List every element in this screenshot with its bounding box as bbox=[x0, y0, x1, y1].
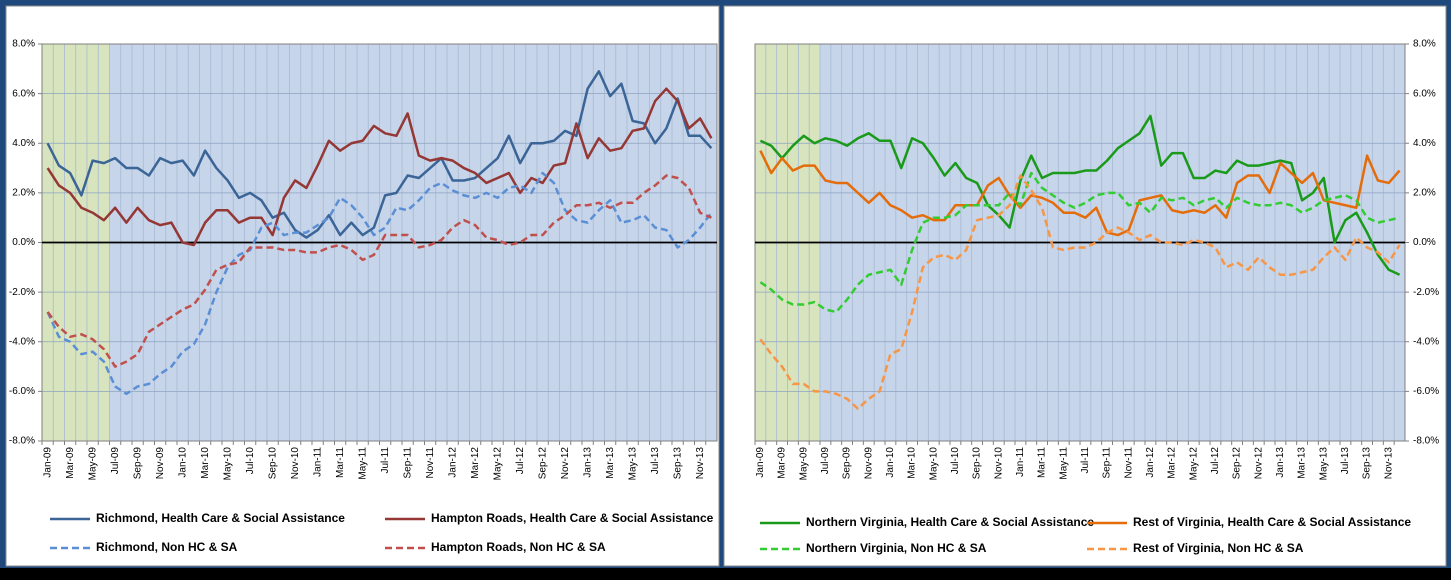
y-tick-label: -8.0% bbox=[9, 436, 35, 447]
x-tick-label: Sep-11 bbox=[402, 447, 413, 479]
x-tick-label: Sep-12 bbox=[537, 447, 548, 480]
x-tick-label: Nov-13 bbox=[695, 447, 706, 480]
x-tick-label: Mar-10 bbox=[200, 447, 211, 479]
x-tick-label: Nov-11 bbox=[425, 447, 436, 479]
x-tick-label: Nov-12 bbox=[560, 447, 571, 480]
x-tick-label: Nov-13 bbox=[1383, 447, 1394, 480]
legend-label: Richmond, Health Care & Social Assistanc… bbox=[96, 511, 345, 525]
x-tick-label: Mar-12 bbox=[1167, 447, 1178, 479]
x-tick-label: Jan-12 bbox=[447, 447, 458, 478]
y-tick-label: 2.0% bbox=[1413, 188, 1436, 199]
x-tick-label: Jul-10 bbox=[245, 447, 256, 475]
x-tick-label: Mar-09 bbox=[777, 447, 788, 479]
x-tick-label: May-11 bbox=[1058, 447, 1069, 480]
series-line bbox=[46, 70, 713, 239]
y-tick-label: 0.0% bbox=[1413, 237, 1436, 248]
x-tick-label: Mar-11 bbox=[1037, 447, 1048, 478]
x-tick-label: Sep-13 bbox=[1362, 447, 1373, 480]
x-tick-label: Jul-11 bbox=[1080, 447, 1091, 474]
y-tick-label: -6.0% bbox=[9, 386, 35, 397]
x-tick-label: May-10 bbox=[222, 447, 233, 481]
x-tick-label: Mar-10 bbox=[907, 447, 918, 479]
x-tick-label: Jan-10 bbox=[885, 447, 896, 478]
y-tick-label: 2.0% bbox=[12, 188, 35, 199]
series-line bbox=[759, 174, 1401, 410]
x-tick-label: Sep-09 bbox=[842, 447, 853, 480]
x-tick-label: Nov-09 bbox=[863, 447, 874, 480]
y-tick-label: -4.0% bbox=[9, 336, 35, 347]
y-tick-label: 4.0% bbox=[1413, 138, 1436, 149]
x-tick-label: Mar-13 bbox=[605, 447, 616, 479]
x-tick-label: Jul-12 bbox=[1210, 447, 1221, 475]
x-tick-label: Jan-11 bbox=[1015, 447, 1026, 477]
x-tick-label: Jul-13 bbox=[650, 447, 661, 475]
x-tick-label: Jan-13 bbox=[582, 447, 593, 478]
y-tick-label: 8.0% bbox=[12, 39, 35, 50]
series-line bbox=[46, 171, 713, 396]
series-line bbox=[759, 114, 1401, 276]
x-tick-label: May-13 bbox=[1318, 447, 1329, 481]
series-line bbox=[759, 150, 1401, 237]
legend-label: Richmond, Non HC & SA bbox=[96, 540, 238, 554]
x-tick-label: Nov-09 bbox=[155, 447, 166, 480]
bottom-bar bbox=[0, 568, 1451, 580]
x-tick-label: Jan-11 bbox=[312, 447, 323, 477]
y-tick-label: -2.0% bbox=[1413, 287, 1439, 298]
y-tick-label: -6.0% bbox=[1413, 386, 1439, 397]
x-tick-label: May-09 bbox=[87, 447, 98, 481]
legend-label: Rest of Virginia, Non HC & SA bbox=[1133, 541, 1304, 555]
x-tick-label: Jul-13 bbox=[1340, 447, 1351, 475]
y-tick-label: -8.0% bbox=[1413, 436, 1439, 447]
y-tick-label: -4.0% bbox=[1413, 336, 1439, 347]
x-tick-label: Mar-13 bbox=[1297, 447, 1308, 479]
legend-label: Hampton Roads, Health Care & Social Assi… bbox=[431, 511, 714, 525]
x-tick-label: Jul-09 bbox=[820, 447, 831, 475]
x-tick-label: Nov-12 bbox=[1253, 447, 1264, 480]
x-tick-label: Jan-09 bbox=[42, 447, 53, 478]
x-tick-label: Sep-12 bbox=[1232, 447, 1243, 480]
x-tick-label: Jan-13 bbox=[1275, 447, 1286, 478]
legend-label: Hampton Roads, Non HC & SA bbox=[431, 540, 606, 554]
x-tick-label: Mar-12 bbox=[470, 447, 481, 479]
x-tick-label: Jan-12 bbox=[1145, 447, 1156, 478]
x-tick-label: Jul-09 bbox=[110, 447, 121, 475]
x-tick-label: Mar-09 bbox=[65, 447, 76, 479]
series-line bbox=[759, 171, 1400, 314]
legend-label: Rest of Virginia, Health Care & Social A… bbox=[1133, 515, 1411, 529]
x-tick-label: Mar-11 bbox=[335, 447, 346, 478]
x-tick-label: May-12 bbox=[1188, 447, 1199, 481]
y-tick-label: 4.0% bbox=[12, 138, 35, 149]
x-tick-label: Nov-10 bbox=[290, 447, 301, 480]
y-tick-label: -2.0% bbox=[9, 287, 35, 298]
x-tick-label: Sep-09 bbox=[132, 447, 143, 480]
x-tick-label: Sep-13 bbox=[672, 447, 683, 480]
x-tick-label: May-12 bbox=[492, 447, 503, 481]
x-tick-label: May-09 bbox=[798, 447, 809, 481]
series-line bbox=[46, 174, 712, 368]
x-tick-label: Nov-11 bbox=[1123, 447, 1134, 479]
x-tick-label: May-13 bbox=[627, 447, 638, 481]
x-tick-label: Jan-10 bbox=[177, 447, 188, 478]
y-tick-label: 6.0% bbox=[12, 88, 35, 99]
x-tick-label: Jul-10 bbox=[950, 447, 961, 475]
x-tick-label: May-11 bbox=[357, 447, 368, 480]
x-tick-label: Sep-10 bbox=[972, 447, 983, 480]
legend-label: Northern Virginia, Health Care & Social … bbox=[806, 515, 1094, 529]
x-tick-label: Jan-09 bbox=[755, 447, 766, 478]
x-tick-label: Jul-12 bbox=[515, 447, 526, 475]
y-tick-label: 8.0% bbox=[1413, 39, 1436, 50]
y-tick-label: 0.0% bbox=[12, 237, 35, 248]
x-tick-label: Sep-10 bbox=[267, 447, 278, 480]
x-tick-label: Jul-11 bbox=[380, 447, 391, 474]
series-line bbox=[46, 87, 713, 247]
x-tick-label: Sep-11 bbox=[1102, 447, 1113, 479]
x-tick-label: Nov-10 bbox=[993, 447, 1004, 480]
y-tick-label: 6.0% bbox=[1413, 88, 1436, 99]
x-tick-label: May-10 bbox=[928, 447, 939, 481]
legend-label: Northern Virginia, Non HC & SA bbox=[806, 541, 987, 555]
